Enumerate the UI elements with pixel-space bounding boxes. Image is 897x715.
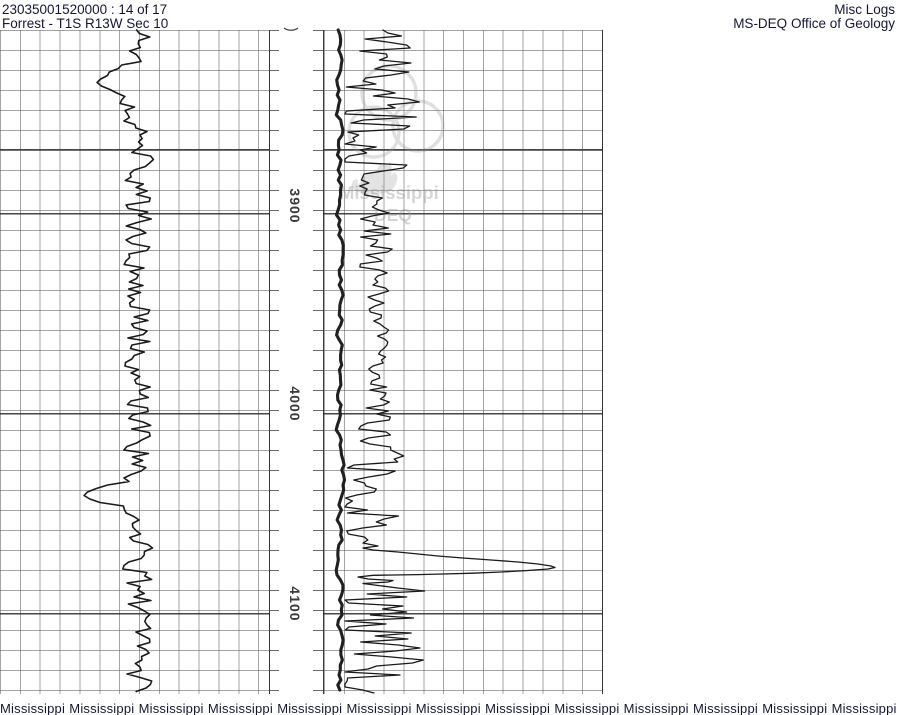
svg-text:Mississippi: Mississippi [339, 182, 439, 203]
